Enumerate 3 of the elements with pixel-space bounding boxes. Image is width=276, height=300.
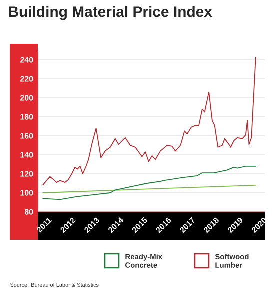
chart-title: Building Material Price Index	[9, 6, 212, 20]
line-series	[42, 166, 257, 200]
line-series	[42, 56, 256, 186]
